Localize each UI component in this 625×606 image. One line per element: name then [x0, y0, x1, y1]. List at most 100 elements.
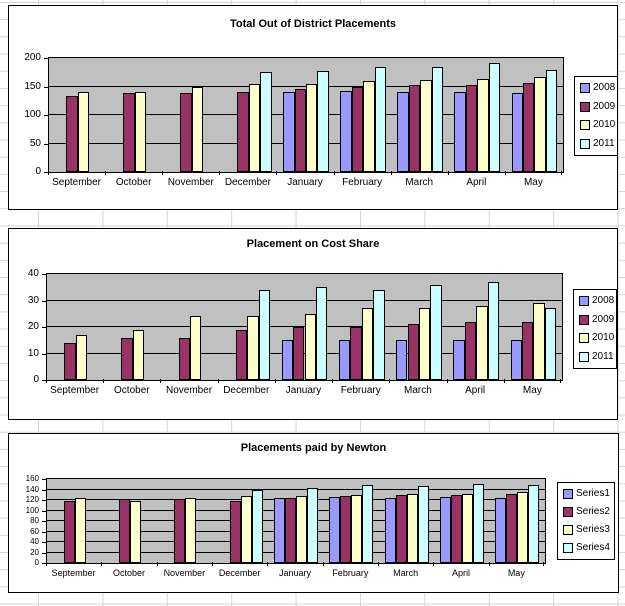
bar-2010-May[interactable]: [533, 303, 545, 380]
bar-2010-March[interactable]: [418, 308, 431, 380]
bar-2009-March[interactable]: [407, 324, 419, 380]
bar-2008-April[interactable]: [454, 92, 466, 172]
bar-Series2-November[interactable]: [174, 499, 186, 563]
bar-Series3-September[interactable]: [74, 497, 86, 563]
bar-Series2-April[interactable]: [450, 494, 462, 563]
bar-2011-February[interactable]: [374, 66, 386, 172]
bar-2010-February[interactable]: [363, 80, 375, 172]
bar-Series4-December[interactable]: [251, 489, 263, 563]
bar-2011-April[interactable]: [488, 62, 501, 172]
bar-2008-March[interactable]: [396, 340, 408, 380]
bar-2009-April[interactable]: [465, 84, 478, 172]
bar-2009-January[interactable]: [293, 327, 305, 380]
bar-Series4-May[interactable]: [528, 485, 540, 563]
bar-2008-May[interactable]: [510, 340, 522, 380]
bar-2010-November[interactable]: [191, 86, 204, 172]
bar-2011-January[interactable]: [315, 287, 328, 380]
bar-2009-February[interactable]: [351, 86, 364, 172]
legend-item-2009[interactable]: 2009: [579, 314, 614, 325]
bar-2011-December[interactable]: [260, 72, 272, 172]
legend-item-Series3[interactable]: Series3: [563, 525, 611, 535]
bar-2008-May[interactable]: [511, 93, 524, 172]
bar-Series3-January[interactable]: [296, 496, 308, 563]
chart-placements-paid-by-newton[interactable]: Placements paid by Newton Series1 Series2…: [8, 433, 619, 593]
bar-2009-November[interactable]: [180, 93, 192, 172]
legend-item-2011[interactable]: 2011: [579, 351, 614, 362]
legend-item-2008[interactable]: 2008: [580, 83, 615, 93]
bar-Series1-April[interactable]: [439, 497, 451, 563]
bar-2009-October[interactable]: [123, 93, 135, 172]
bar-2011-December[interactable]: [258, 289, 271, 380]
bar-2009-October[interactable]: [121, 337, 133, 380]
bar-Series3-February[interactable]: [351, 494, 363, 563]
bar-2010-October[interactable]: [134, 92, 147, 172]
bar-Series2-January[interactable]: [284, 497, 296, 563]
bar-2010-February[interactable]: [361, 308, 374, 380]
bar-Series1-January[interactable]: [273, 497, 285, 563]
bar-2010-September[interactable]: [77, 91, 89, 172]
bar-Series2-February[interactable]: [340, 496, 352, 563]
bar-2010-September[interactable]: [75, 334, 88, 380]
bar-2011-May[interactable]: [544, 308, 557, 380]
bar-Series2-December[interactable]: [229, 500, 241, 563]
bar-2010-January[interactable]: [304, 313, 316, 380]
bar-2010-March[interactable]: [420, 80, 432, 172]
bar-2011-April[interactable]: [487, 281, 500, 380]
legend-item-2010[interactable]: 2010: [579, 333, 614, 344]
legend-item-Series1[interactable]: Series1: [563, 489, 611, 499]
bar-2011-February[interactable]: [373, 289, 385, 380]
bar-Series3-March[interactable]: [406, 494, 418, 563]
bar-Series3-April[interactable]: [462, 494, 474, 563]
bar-2008-January[interactable]: [281, 340, 294, 380]
bar-2009-December[interactable]: [235, 329, 248, 380]
bar-2009-December[interactable]: [237, 92, 249, 172]
bar-2008-April[interactable]: [453, 340, 465, 380]
bar-2010-October[interactable]: [132, 329, 145, 380]
bar-Series2-September[interactable]: [63, 500, 75, 563]
bar-2010-November[interactable]: [190, 316, 202, 380]
bar-Series2-March[interactable]: [395, 495, 407, 563]
bar-2009-September[interactable]: [64, 342, 76, 380]
bar-2008-February[interactable]: [338, 340, 351, 380]
bar-2009-February[interactable]: [350, 327, 362, 380]
bar-Series1-May[interactable]: [495, 498, 507, 563]
bar-Series4-January[interactable]: [307, 488, 319, 563]
bar-2010-April[interactable]: [476, 305, 488, 380]
bar-2009-April[interactable]: [464, 321, 477, 380]
bar-2009-November[interactable]: [178, 337, 191, 380]
legend-item-Series2[interactable]: Series2: [563, 507, 611, 517]
bar-2009-March[interactable]: [408, 85, 421, 172]
bar-2010-January[interactable]: [306, 83, 318, 172]
bar-2008-February[interactable]: [340, 91, 352, 172]
bar-2008-January[interactable]: [283, 92, 295, 172]
bar-2010-December[interactable]: [247, 316, 259, 380]
chart-total-out-of-district-placements[interactable]: Total Out of District Placements 2008 200…: [8, 5, 618, 210]
legend-item-2010[interactable]: 2010: [580, 120, 615, 131]
legend-item-Series4[interactable]: Series4: [563, 543, 611, 553]
bar-Series1-March[interactable]: [384, 498, 396, 563]
bar-2010-April[interactable]: [477, 79, 489, 172]
bar-Series4-February[interactable]: [362, 485, 374, 563]
legend-item-2008[interactable]: 2008: [579, 296, 614, 306]
bar-2011-January[interactable]: [317, 70, 329, 172]
bar-Series2-October[interactable]: [118, 499, 130, 563]
bar-2010-May[interactable]: [534, 77, 546, 172]
bar-Series3-November[interactable]: [185, 497, 197, 563]
bar-2008-March[interactable]: [397, 91, 409, 172]
bar-2009-May[interactable]: [521, 321, 534, 380]
bar-Series3-May[interactable]: [517, 492, 529, 563]
bar-2011-May[interactable]: [545, 69, 558, 172]
bar-2009-September[interactable]: [66, 96, 78, 172]
bar-Series1-February[interactable]: [329, 497, 341, 563]
bar-Series2-May[interactable]: [506, 494, 518, 563]
legend-item-2009[interactable]: 2009: [580, 101, 615, 112]
bar-2010-December[interactable]: [248, 84, 261, 172]
bar-Series4-April[interactable]: [473, 483, 485, 563]
bar-2011-March[interactable]: [431, 67, 444, 172]
bar-Series3-December[interactable]: [240, 495, 252, 563]
bar-Series4-March[interactable]: [417, 486, 429, 563]
bar-2009-January[interactable]: [294, 89, 306, 172]
chart-placement-on-cost-share[interactable]: Placement on Cost Share 2008 2009 2010 2011…: [8, 228, 618, 420]
bar-2011-March[interactable]: [430, 284, 442, 380]
bar-2009-May[interactable]: [523, 83, 535, 172]
